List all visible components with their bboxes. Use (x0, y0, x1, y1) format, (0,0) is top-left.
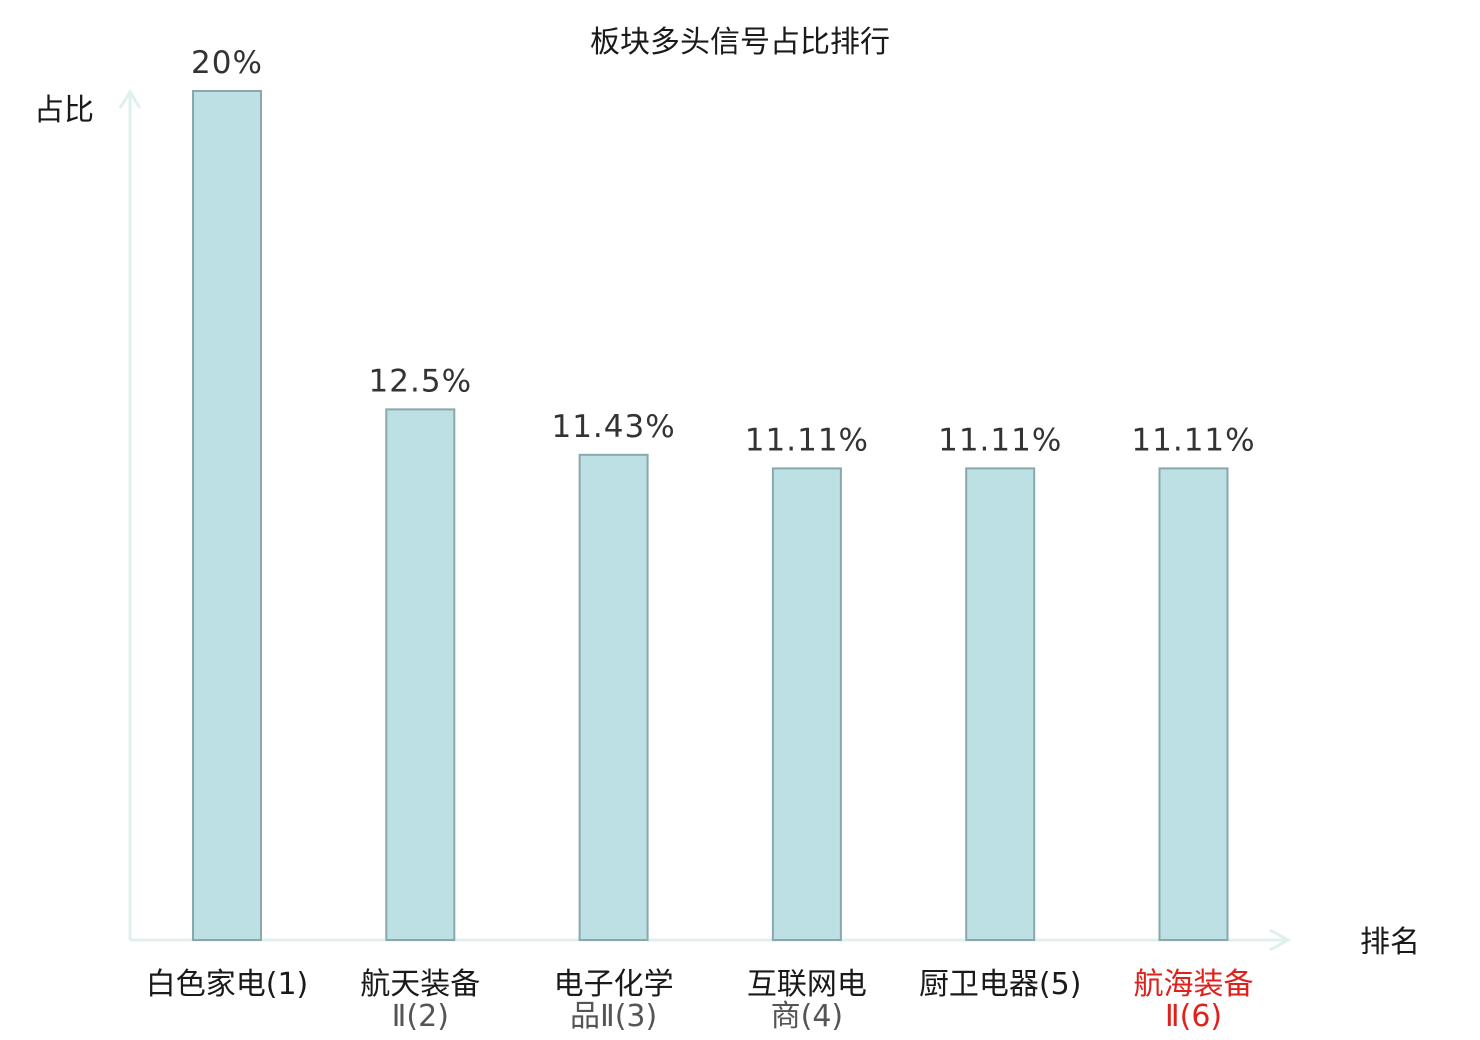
category-label-2: 航天装备 Ⅱ(2) (360, 967, 480, 1034)
bar-3 (578, 453, 649, 941)
x-axis (130, 928, 1292, 952)
value-label-5: 11.11% (938, 422, 1062, 458)
value-label-4: 11.11% (745, 422, 869, 458)
category-label-5: 厨卫电器(5) (919, 967, 1082, 1002)
y-axis (118, 89, 142, 940)
value-label-1: 20% (191, 45, 263, 81)
x-axis-title: 排名 (1360, 925, 1420, 960)
value-labels: 20% 12.5% 11.43% 11.11% 11.11% 11.11% (191, 45, 1255, 458)
category-label-3: 电子化学品Ⅱ(3) (554, 967, 674, 1034)
bar-6 (1158, 467, 1229, 941)
y-axis-title: 占比 (34, 93, 94, 128)
category-labels: 白色家电(1) 航天装备 Ⅱ(2) 电子化学品Ⅱ(3) 互联网电商(4) 厨卫电器(5) 航… (146, 967, 1254, 1034)
value-label-6: 11.11% (1131, 422, 1255, 458)
bar-4 (771, 467, 842, 941)
bar-1 (192, 90, 262, 941)
value-label-2: 12.5% (369, 363, 472, 399)
category-label-1: 白色家电(1) (146, 967, 309, 1002)
bar-series (192, 90, 1229, 941)
bar-2 (385, 408, 456, 941)
category-label-4: 互联网电商(4) (747, 967, 867, 1034)
bar-5 (965, 467, 1036, 941)
category-label-6: 航海装备 Ⅱ(6) (1134, 967, 1254, 1034)
chart-title: 板块多头信号占比排行 (590, 25, 890, 60)
value-label-3: 11.43% (551, 409, 675, 445)
